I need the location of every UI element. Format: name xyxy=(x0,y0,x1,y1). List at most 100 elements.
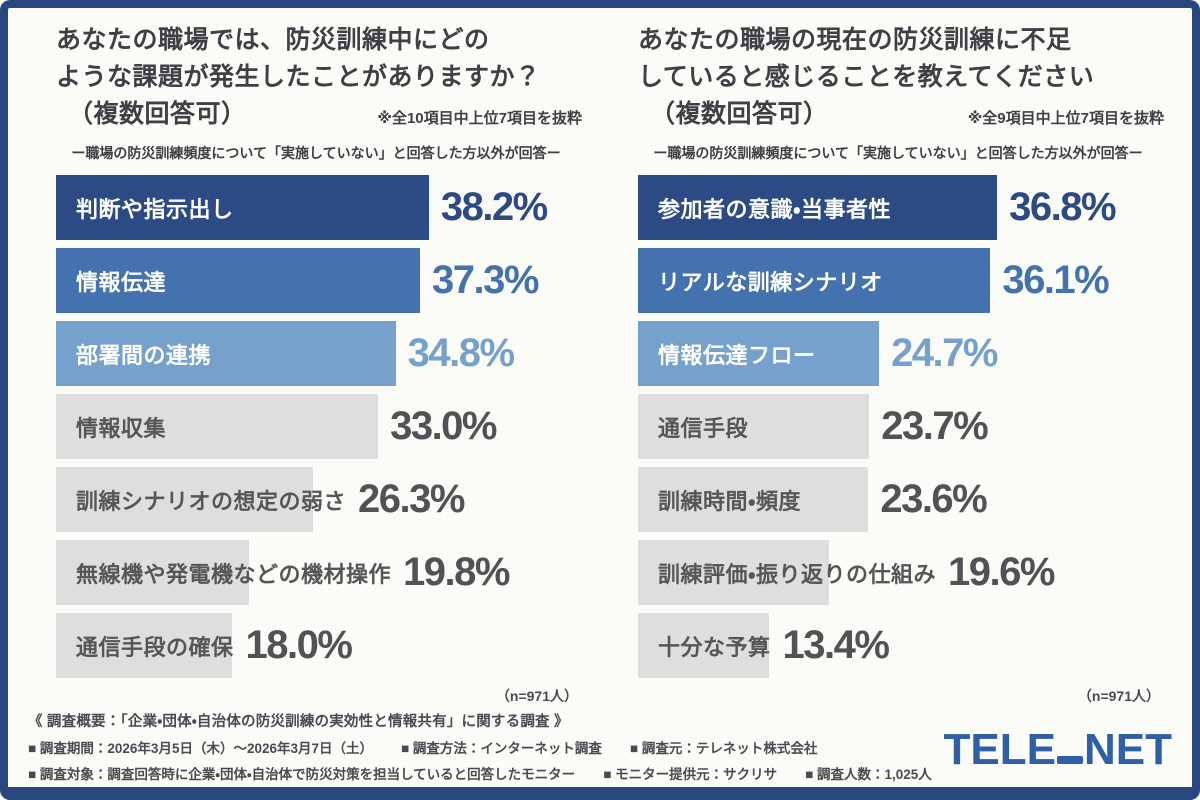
bar xyxy=(56,613,232,678)
bar-value: 23.7% xyxy=(881,404,988,448)
chart-training-shortfalls: あなたの職場の現在の防災訓練に不足 していると感じることを教えてください （複数… xyxy=(638,22,1164,706)
bar-row: 参加者の意識・当事者性 36.8% xyxy=(638,175,1164,240)
bar-row: 訓練シナリオの想定の弱さ 26.3% xyxy=(56,467,582,532)
bar xyxy=(638,321,880,386)
telenet-logo: TELE NET xyxy=(944,725,1178,775)
bar-label: 情報伝達 xyxy=(76,269,167,295)
bar-row: 情報伝達フロー 24.7% xyxy=(638,321,1164,386)
logo-text-tele: TELE xyxy=(943,724,1056,774)
bar-row: 部署間の連携 34.8% xyxy=(56,321,582,386)
bar-content: 情報伝達フロー 24.7% xyxy=(638,321,1164,386)
bar-content: 訓練評価・振り返りの仕組み 19.6% xyxy=(638,540,1164,605)
chart-title: あなたの職場では、防災訓練中にどの ような課題が発生したことがありますか？ （複… xyxy=(56,22,582,133)
bar-value: 13.4% xyxy=(782,623,890,667)
bar-label: 参加者の意識・当事者性 xyxy=(658,196,891,222)
bar-content: 参加者の意識・当事者性 36.8% xyxy=(638,175,1164,240)
bar-label: 通信手段の確保 xyxy=(76,634,234,660)
excerpt-note: ※全10項目中上位7項目を抜粋 xyxy=(377,110,582,127)
bar xyxy=(56,175,429,240)
multi-answer-label: （複数回答可） xyxy=(650,100,829,128)
sample-size-label: （n=971人） xyxy=(1077,688,1160,704)
chart-title-line1: あなたの職場の現在の防災訓練に不足 xyxy=(638,26,1072,54)
sample-size-label: （n=971人） xyxy=(495,688,578,704)
bar-value: 38.2% xyxy=(440,185,548,229)
bar-row: 無線機や発電機などの機材操作 19.8% xyxy=(56,540,582,605)
bar-row: 通信手段の確保 18.0% xyxy=(56,613,582,678)
chart-title-line2: していると感じることを教えてください xyxy=(638,63,1095,91)
chart-title-line3: （複数回答可） ※全10項目中上位7項目を抜粋 xyxy=(56,96,582,133)
bar-label: 訓練評価・振り返りの仕組み xyxy=(658,561,936,587)
bar-content: 訓練シナリオの想定の弱さ 26.3% xyxy=(56,467,582,532)
bar-content: 訓練時間・頻度 23.6% xyxy=(638,467,1164,532)
survey-period: ■ 調査期間：2026年3月5日（木）～2026年3月7日（土） xyxy=(28,741,374,756)
bar-content: 判断や指示出し 38.2% xyxy=(56,175,582,240)
filter-note: ー職場の防災訓練頻度について「実施していない」と回答した方以外が回答ー xyxy=(71,145,561,161)
bar-label: 無線機や発電機などの機材操作 xyxy=(76,561,392,587)
bar-value: 19.8% xyxy=(403,550,510,594)
chart-title-line1: あなたの職場では、防災訓練中にどの xyxy=(56,26,490,54)
bar-content: 十分な予算 13.4% xyxy=(638,613,1164,678)
bar xyxy=(56,394,379,459)
survey-target: ■ 調査対象：調査回答時に企業・団体・自治体で防災対策を担当していると回答したモ… xyxy=(28,767,576,782)
bar-content: 情報収集 33.0% xyxy=(56,394,582,459)
bar-row: 情報収集 33.0% xyxy=(56,394,582,459)
bar-row: 十分な予算 13.4% xyxy=(638,613,1164,678)
survey-method: ■ 調査方法：インターネット調査 xyxy=(401,741,602,756)
bar-label: 十分な予算 xyxy=(658,634,771,660)
multi-answer-label: （複数回答可） xyxy=(68,100,247,128)
bar-value: 19.6% xyxy=(947,550,1055,594)
bar-value: 36.1% xyxy=(1002,258,1109,302)
bar-content: 情報伝達 37.3% xyxy=(56,248,582,313)
bar-value: 26.3% xyxy=(358,477,465,521)
bar-value: 36.8% xyxy=(1009,185,1116,229)
bar-value: 33.0% xyxy=(390,404,497,448)
bar-value: 18.0% xyxy=(245,623,353,667)
bar-value: 37.3% xyxy=(432,258,539,302)
charts-row: あなたの職場では、防災訓練中にどの ような課題が発生したことがありますか？ （複… xyxy=(8,8,1192,706)
survey-source: ■ 調査元：テレネット株式会社 xyxy=(629,741,818,756)
bar xyxy=(638,613,769,678)
monitor-provider: ■ モニター提供元：サクリサ xyxy=(603,767,778,782)
bar-content: 通信手段の確保 18.0% xyxy=(56,613,582,678)
bar xyxy=(56,321,396,386)
chart-workplace-issues: あなたの職場では、防災訓練中にどの ような課題が発生したことがありますか？ （複… xyxy=(56,22,582,706)
bar xyxy=(638,540,830,605)
bar-label: リアルな訓練シナリオ xyxy=(658,269,883,295)
survey-heading: 《 調査概要：「企業・団体・自治体の防災訓練の実効性と情報共有」に関する調査 》 xyxy=(28,714,569,730)
bar-row: 訓練評価・振り返りの仕組み 19.6% xyxy=(638,540,1164,605)
survey-detail-row: ■ 調査期間：2026年3月5日（木）～2026年3月7日（土） ■ 調査方法：… xyxy=(28,737,944,757)
bar-value: 34.8% xyxy=(407,331,515,375)
bar-label: 通信手段 xyxy=(658,415,749,441)
bar xyxy=(56,467,313,532)
bar-content: 通信手段 23.7% xyxy=(638,394,1164,459)
bar-row: 訓練時間・頻度 23.6% xyxy=(638,467,1164,532)
bar-label: 情報伝達フロー xyxy=(658,342,816,368)
bar xyxy=(638,175,998,240)
bar-label: 訓練時間・頻度 xyxy=(658,488,801,514)
bar-row: 通信手段 23.7% xyxy=(638,394,1164,459)
bar-value: 23.6% xyxy=(880,477,987,521)
chart-title-line3: （複数回答可） ※全9項目中上位7項目を抜粋 xyxy=(638,96,1164,133)
bar-value: 24.7% xyxy=(891,331,998,375)
bar-content: 無線機や発電機などの機材操作 19.8% xyxy=(56,540,582,605)
bar-label: 判断や指示出し xyxy=(76,196,234,222)
bar-label: 情報収集 xyxy=(76,415,167,441)
logo-text-net: NET xyxy=(1084,724,1172,774)
survey-detail-row: ■ 調査対象：調査回答時に企業・団体・自治体で防災対策を担当していると回答したモ… xyxy=(28,763,944,783)
chart-title: あなたの職場の現在の防災訓練に不足 していると感じることを教えてください （複数… xyxy=(638,22,1164,133)
bar-row: 情報伝達 37.3% xyxy=(56,248,582,313)
survey-summary: 《 調査概要：「企業・団体・自治体の防災訓練の実効性と情報共有」に関する調査 》… xyxy=(28,710,944,787)
bar xyxy=(56,540,250,605)
bar xyxy=(638,394,870,459)
chart-title-line2: ような課題が発生したことがありますか？ xyxy=(56,63,541,91)
bar-content: 部署間の連携 34.8% xyxy=(56,321,582,386)
bar-content: リアルな訓練シナリオ 36.1% xyxy=(638,248,1164,313)
bars-container: 参加者の意識・当事者性 36.8% リアルな訓練シナリオ 36.1% 情報伝達フロー 24… xyxy=(638,175,1164,678)
bar-row: 判断や指示出し 38.2% xyxy=(56,175,582,240)
bar-row: リアルな訓練シナリオ 36.1% xyxy=(638,248,1164,313)
logo-underscore xyxy=(1057,755,1083,764)
bar-label: 訓練シナリオの想定の弱さ xyxy=(76,488,347,514)
bar xyxy=(638,248,991,313)
bar xyxy=(638,467,869,532)
